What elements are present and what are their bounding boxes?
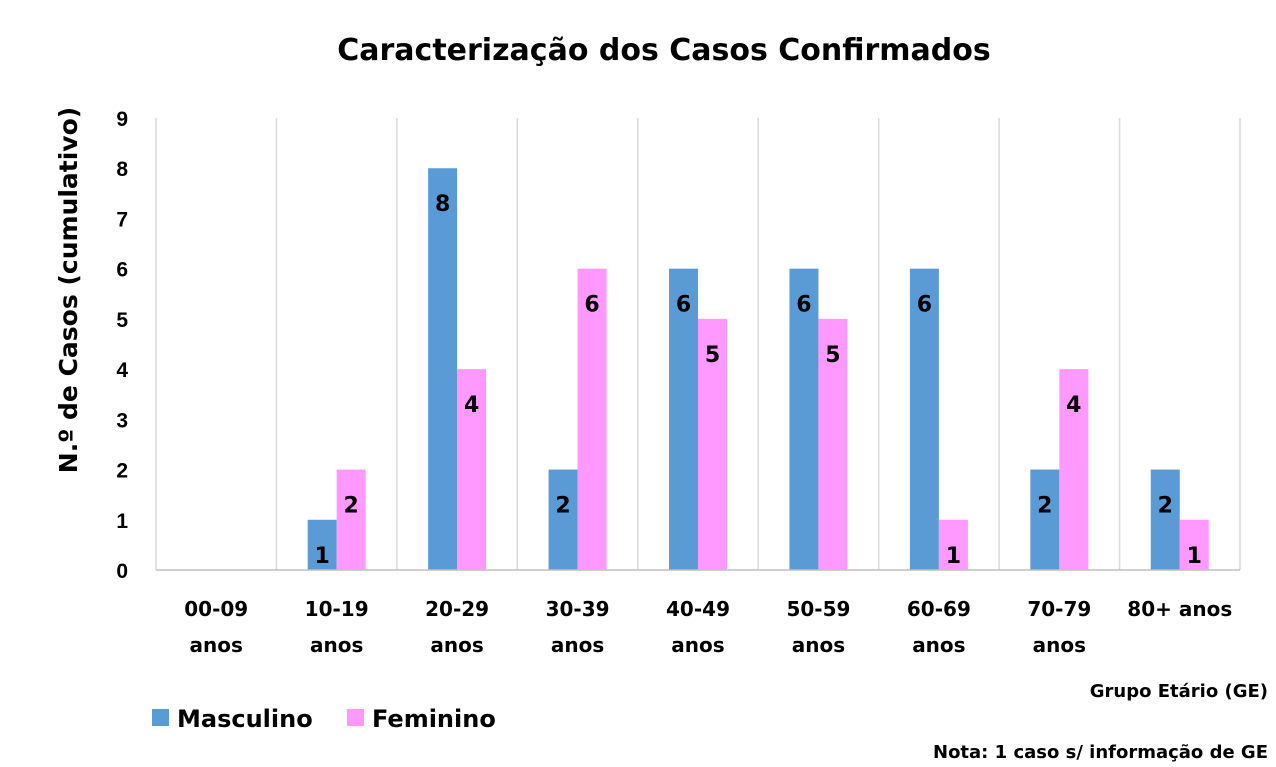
x-tick-label: 30-39 (546, 597, 610, 621)
data-label: 6 (917, 293, 932, 318)
data-label: 6 (796, 293, 811, 318)
data-label: 6 (676, 293, 691, 318)
x-tick-label: anos (310, 633, 363, 657)
x-tick-label: anos (430, 633, 483, 657)
y-tick-label: 5 (116, 309, 128, 332)
chart-title: Caracterização dos Casos Confirmados (337, 33, 991, 68)
data-label: 8 (435, 192, 450, 217)
bar-masculino (548, 469, 578, 570)
data-label: 5 (705, 343, 720, 368)
x-tick-label: 70-79 (1027, 597, 1091, 621)
bar-masculino (428, 168, 458, 570)
y-tick-label: 4 (116, 359, 128, 382)
bar-masculino (1150, 469, 1180, 570)
bar-masculino (909, 268, 939, 570)
y-tick-label: 1 (116, 510, 128, 533)
x-tick-label: anos (792, 633, 845, 657)
data-label: 1 (1187, 544, 1202, 569)
x-tick-label: anos (551, 633, 604, 657)
data-label: 2 (555, 494, 570, 519)
bar-masculino (1030, 469, 1060, 570)
x-tick-label: 10-19 (305, 597, 369, 621)
legend: Masculino Feminino (152, 705, 496, 733)
data-label: 6 (584, 293, 599, 318)
data-label: 4 (1066, 393, 1081, 418)
legend-label: Feminino (372, 705, 496, 733)
y-tick-label: 8 (116, 158, 128, 181)
x-tick-label: anos (671, 633, 724, 657)
y-tick-label: 3 (116, 409, 128, 432)
data-label: 5 (825, 343, 840, 368)
legend-swatch (152, 709, 169, 726)
bar-feminino (577, 268, 607, 570)
legend-swatch (347, 709, 364, 726)
y-tick-label: 7 (116, 208, 128, 231)
bar-masculino (789, 268, 819, 570)
bars (307, 168, 1209, 570)
data-label: 4 (464, 393, 479, 418)
y-tick-label: 9 (116, 108, 128, 131)
x-tick-label: 20-29 (425, 597, 489, 621)
bar-masculino (307, 519, 337, 570)
bar-feminino (1179, 519, 1209, 570)
x-tick-label: 00-09 (184, 597, 248, 621)
bar-feminino (938, 519, 968, 570)
data-label: 2 (1158, 494, 1173, 519)
x-tick-label: 80+ anos (1127, 597, 1232, 621)
x-tick-label: 60-69 (907, 597, 971, 621)
x-tick-labels: 00-09 anos 10-19 anos 20-29 anos 30-39 anos 40-4… (184, 597, 1232, 657)
y-tick-labels: 0 1 2 3 4 5 6 7 8 9 (116, 108, 128, 583)
data-label: 1 (946, 544, 961, 569)
x-tick-label: anos (912, 633, 965, 657)
bar-feminino (336, 469, 366, 570)
data-label: 1 (315, 544, 330, 569)
data-label: 2 (1037, 494, 1052, 519)
bar-feminino (1059, 369, 1089, 570)
y-tick-label: 0 (116, 560, 128, 583)
y-tick-label: 6 (116, 259, 128, 282)
y-tick-label: 2 (116, 460, 128, 483)
data-label: 2 (344, 494, 359, 519)
category-gridlines (155, 118, 1241, 570)
x-tick-label: 50-59 (786, 597, 850, 621)
x-axis-label: Grupo Etário (GE) (1090, 681, 1268, 702)
bar-masculino (669, 268, 698, 570)
bar-feminino (457, 369, 487, 570)
y-axis-label: N.º de Casos (cumulativo) (54, 107, 83, 473)
x-tick-label: anos (1033, 633, 1086, 657)
legend-label: Masculino (177, 705, 313, 733)
x-tick-label: 40-49 (666, 597, 730, 621)
note-text: Nota: 1 caso s/ informação de GE (933, 742, 1268, 763)
x-tick-label: anos (190, 633, 243, 657)
bar-feminino (698, 318, 727, 570)
bar-feminino (818, 318, 848, 570)
